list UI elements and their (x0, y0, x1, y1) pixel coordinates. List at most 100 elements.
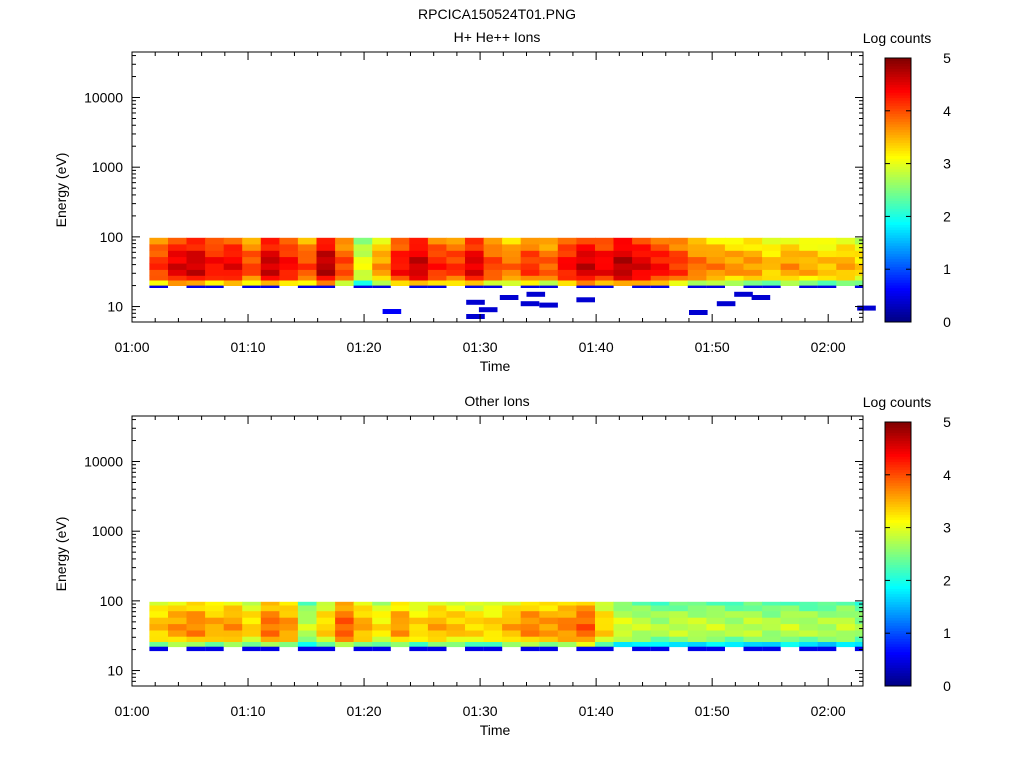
x-tick-label: 01:40 (579, 703, 614, 719)
spectrogram-cell (799, 280, 819, 286)
colorbar-swatch (885, 266, 911, 270)
spectrogram-cell (465, 280, 484, 286)
spectrogram-cell (632, 237, 652, 245)
spectrogram-cell (465, 275, 484, 281)
spectrogram-cell (372, 636, 392, 642)
spectrogram-sparse-cell (478, 307, 498, 313)
spectrogram-cell (353, 601, 373, 606)
colorbar-swatch (885, 63, 911, 67)
spectrogram-cell (223, 263, 243, 270)
spectrogram-cell (279, 610, 299, 618)
spectrogram-cell (483, 641, 503, 648)
colorbar-swatch (885, 509, 911, 513)
spectrogram-cell (854, 610, 864, 618)
spectrogram-cell (595, 244, 614, 251)
x-axis-label: Time (480, 722, 511, 738)
spectrogram-cell (520, 280, 540, 286)
spectrogram-cell (483, 244, 503, 251)
spectrogram-cell (743, 601, 763, 606)
spectrogram-cell (260, 610, 280, 618)
spectrogram-panel-h-he-ions: H+ He++ Ions 01:00 01:10 01:20 01:30 01:40 01… (53, 29, 951, 374)
spectrogram-cell (223, 605, 243, 612)
spectrogram-sparse-cell (466, 314, 485, 319)
spectrogram-cell (223, 617, 243, 625)
spectrogram-cell (260, 250, 280, 258)
spectrogram-cell (297, 244, 317, 251)
colorbar-swatch (885, 137, 911, 141)
spectrogram-sparse-cell (466, 299, 485, 305)
spectrogram-cell-low (186, 646, 206, 652)
x-tick-label: 01:50 (695, 339, 730, 355)
spectrogram-cell (595, 263, 614, 270)
colorbar-swatch (885, 94, 911, 99)
colorbar-swatch (885, 298, 911, 302)
spectrogram-cell (743, 275, 763, 281)
spectrogram-cell (242, 641, 262, 648)
colorbar-swatch (885, 461, 911, 465)
spectrogram-cell-low (539, 285, 558, 288)
spectrogram-cell (168, 237, 187, 245)
spectrogram-cell (465, 636, 484, 642)
spectrogram-cell (595, 269, 614, 276)
colorbar-swatch (885, 680, 911, 684)
spectrogram-cell (483, 623, 503, 631)
spectrogram-cell-low (595, 285, 614, 288)
spectrogram-cell (297, 280, 317, 286)
spectrogram-cell (780, 269, 800, 276)
spectrogram-cell (836, 256, 856, 264)
spectrogram-cell (502, 244, 522, 251)
spectrogram-cell (390, 263, 410, 270)
x-tick-label: 01:10 (231, 703, 266, 719)
spectrogram-cell (780, 250, 800, 258)
spectrogram-cell (762, 280, 782, 286)
spectrogram-cell (780, 244, 800, 251)
colorbar-swatch (885, 580, 911, 584)
spectrogram-cell (650, 275, 670, 281)
colorbar-swatch (885, 522, 911, 526)
spectrogram-cell (502, 605, 522, 612)
spectrogram-cell (595, 256, 614, 264)
colorbar-swatch (885, 641, 911, 645)
colorbar-swatch (885, 131, 911, 136)
spectrogram-cell (205, 623, 225, 631)
spectrogram-cell (223, 623, 243, 631)
spectrogram-cell (576, 280, 596, 286)
spectrogram-cell (149, 269, 169, 276)
spectrogram-cell (557, 244, 577, 251)
spectrogram-cell (502, 256, 522, 264)
spectrogram-cell (168, 605, 187, 612)
spectrogram-sparse-cell (382, 309, 402, 314)
colorbar-swatch (885, 485, 911, 489)
spectrogram-cell (205, 641, 225, 648)
spectrogram-cell (762, 269, 782, 276)
spectrogram-cell (372, 263, 392, 270)
spectrogram-cell (632, 601, 652, 606)
colorbar-swatch (885, 311, 911, 315)
spectrogram-cell (687, 244, 707, 251)
spectrogram-cell (446, 269, 466, 276)
spectrogram-cell (335, 641, 355, 648)
colorbar-swatch (885, 453, 911, 457)
spectrogram-cell (427, 280, 447, 286)
spectrogram-cell (297, 605, 317, 612)
spectrogram-cell (687, 641, 707, 648)
spectrogram-cell (186, 610, 206, 618)
spectrogram-cell (353, 610, 373, 618)
spectrogram-sparse-cell (539, 302, 558, 308)
spectrogram-cell (168, 250, 187, 258)
colorbar-swatch (885, 121, 911, 125)
colorbar-swatch (885, 269, 911, 273)
spectrogram-cell (854, 269, 864, 276)
spectrogram-cell (446, 250, 466, 258)
spectrogram-cell (260, 623, 280, 631)
spectrogram-cell (372, 623, 392, 631)
axes: 01:00 01:10 01:20 01:30 01:40 01:50 02:00 10 100… (84, 415, 864, 719)
spectrogram-cell (409, 250, 429, 258)
spectrogram-cell (576, 250, 596, 258)
spectrogram-cell (335, 617, 355, 625)
spectrogram-cell (390, 250, 410, 258)
spectrogram-cell (595, 605, 614, 612)
spectrogram-cell-low (743, 646, 763, 652)
spectrogram-cell (372, 250, 392, 258)
colorbar-tick-label: 4 (943, 103, 951, 119)
